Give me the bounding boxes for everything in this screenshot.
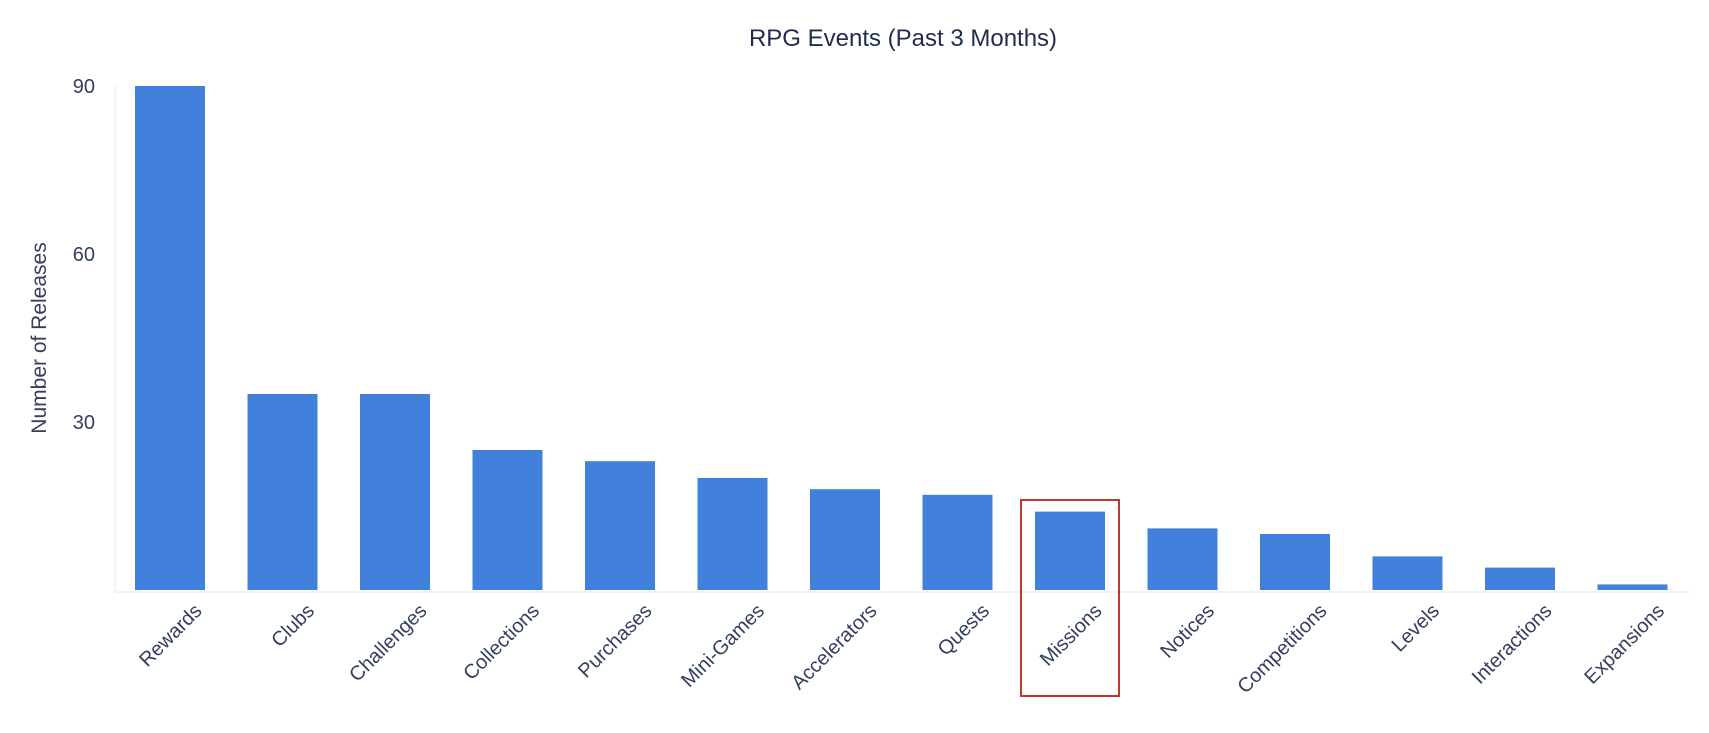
bar-rewards bbox=[135, 86, 205, 590]
x-tick-label: Rewards bbox=[135, 600, 206, 671]
bar-interactions bbox=[1485, 567, 1555, 590]
y-tick-label: 60 bbox=[73, 244, 95, 266]
y-tick-label: 90 bbox=[73, 76, 95, 98]
bars bbox=[135, 86, 1668, 590]
x-tick-label: Clubs bbox=[267, 600, 319, 652]
x-tick-label: Missions bbox=[1036, 600, 1107, 671]
x-tick-label: Challenges bbox=[345, 600, 431, 686]
bar-mini-games bbox=[697, 478, 768, 590]
bar-accelerators bbox=[810, 489, 880, 590]
highlights bbox=[1020, 499, 1120, 697]
x-tick-label: Levels bbox=[1388, 600, 1444, 656]
bar-purchases bbox=[585, 461, 655, 590]
y-tick-label: 30 bbox=[73, 412, 95, 434]
y-axis-label: Number of Releases bbox=[28, 242, 51, 433]
bar-quests bbox=[922, 494, 993, 590]
bar-competitions bbox=[1260, 534, 1330, 590]
x-tick-label: Competitions bbox=[1233, 600, 1331, 698]
x-tick-label: Expansions bbox=[1580, 600, 1669, 689]
bar-clubs bbox=[247, 394, 318, 590]
x-tick-label: Mini-Games bbox=[677, 600, 769, 692]
x-tick-label: Quests bbox=[934, 600, 994, 660]
x-tick-label: Notices bbox=[1156, 600, 1219, 663]
y-ticks: 30 60 90 bbox=[73, 76, 95, 434]
bar-notices bbox=[1147, 528, 1218, 590]
bar-levels bbox=[1372, 556, 1443, 590]
bar-missions bbox=[1035, 511, 1105, 590]
bar-expansions bbox=[1597, 584, 1668, 590]
x-labels: Rewards Clubs Challenges Collections Purchas… bbox=[135, 600, 1669, 698]
bar-collections bbox=[472, 450, 543, 590]
highlight-box bbox=[1020, 499, 1120, 697]
bar-challenges bbox=[360, 394, 430, 590]
x-tick-label: Collections bbox=[459, 600, 544, 685]
chart-title: RPG Events (Past 3 Months) bbox=[749, 25, 1057, 52]
x-tick-label: Purchases bbox=[574, 600, 656, 682]
x-tick-label: Accelerators bbox=[787, 600, 881, 694]
x-tick-label: Interactions bbox=[1468, 600, 1557, 689]
